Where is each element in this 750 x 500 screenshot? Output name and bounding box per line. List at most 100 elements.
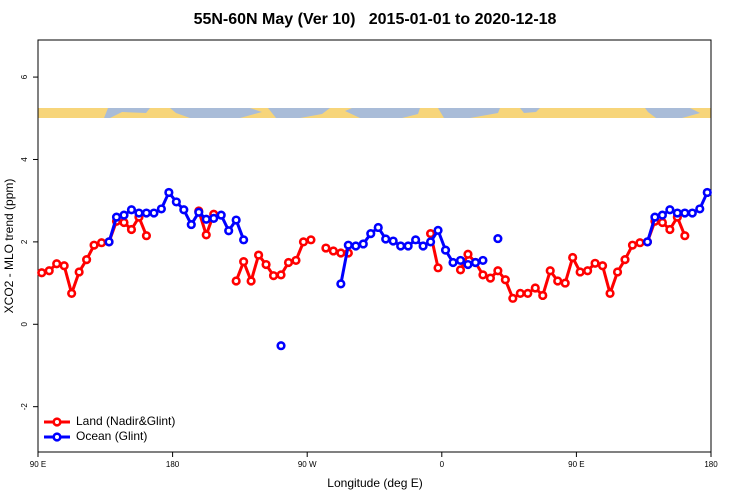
data-point: [246, 276, 256, 286]
data-point: [493, 233, 503, 244]
legend-label: Ocean (Glint): [76, 429, 147, 443]
data-point: [149, 208, 159, 218]
data-point: [530, 283, 540, 293]
data-point: [44, 266, 54, 276]
legend-marker: [52, 417, 62, 427]
y-tick-label: 6: [20, 74, 29, 79]
data-point: [665, 205, 675, 215]
x-tick-label: 90 E: [30, 460, 46, 469]
data-point: [425, 237, 436, 247]
data-point: [478, 255, 488, 266]
data-point: [59, 261, 69, 271]
data-point: [201, 214, 211, 224]
data-point: [425, 229, 436, 239]
data-point: [665, 224, 675, 235]
data-point: [575, 267, 585, 277]
data-point: [261, 259, 271, 270]
data-point: [642, 237, 653, 247]
data-point: [597, 261, 608, 271]
data-point: [231, 276, 241, 286]
data-point: [231, 215, 241, 225]
x-tick-label: 90 W: [298, 460, 317, 469]
data-point: [96, 238, 107, 248]
legend-marker: [52, 432, 62, 442]
data-point: [470, 257, 481, 268]
data-point: [306, 235, 316, 245]
data-point: [523, 288, 533, 298]
data-point: [126, 205, 137, 215]
data-point: [37, 268, 47, 278]
data-point: [388, 236, 398, 246]
legend-label: Land (Nadir&Glint): [76, 414, 175, 428]
data-point: [635, 238, 645, 248]
data-point: [216, 210, 226, 220]
data-point: [411, 235, 421, 245]
x-tick-label: 0: [440, 460, 445, 469]
data-point: [67, 288, 77, 298]
data-point: [695, 204, 705, 214]
data-point: [650, 212, 660, 222]
data-point: [82, 254, 92, 265]
data-point: [403, 241, 413, 251]
data-point: [179, 205, 189, 215]
data-point: [463, 259, 473, 270]
data-point: [568, 252, 578, 263]
data-point: [336, 279, 346, 289]
data-point: [396, 241, 406, 251]
x-tick-label: 180: [166, 460, 180, 469]
data-point: [478, 270, 488, 280]
map-strip: [38, 108, 711, 118]
data-point: [239, 235, 249, 245]
data-point: [680, 208, 690, 218]
data-point: [224, 226, 234, 236]
data-point: [89, 240, 99, 250]
plot-frame: [37, 39, 712, 453]
data-point: [680, 231, 690, 241]
data-point: [605, 288, 615, 298]
data-point: [485, 273, 496, 283]
data-point: [508, 293, 518, 303]
data-point: [560, 278, 570, 288]
data-point: [702, 187, 712, 198]
chart-title: 55N-60N May (Ver 10) 2015-01-01 to 2020-…: [194, 11, 557, 28]
data-point: [590, 258, 600, 268]
data-point: [545, 266, 555, 276]
y-tick-label: 0: [20, 322, 29, 327]
data-point: [381, 234, 391, 244]
data-point: [500, 275, 510, 285]
y-tick-label: 2: [20, 239, 29, 244]
data-point: [343, 240, 353, 250]
data-point: [366, 229, 376, 239]
data-point: [283, 257, 294, 268]
x-tick-label: 90 E: [568, 460, 584, 469]
data-point: [164, 187, 174, 198]
data-point: [373, 222, 383, 233]
data-point: [119, 217, 129, 228]
data-point: [440, 245, 451, 255]
data-point: [553, 276, 563, 286]
data-point: [104, 237, 114, 247]
data-point: [672, 208, 682, 218]
data-point: [126, 224, 137, 235]
data-point: [111, 212, 122, 222]
data-point: [687, 208, 697, 218]
data-point: [186, 219, 196, 230]
data-point: [74, 267, 84, 277]
data-point: [134, 208, 144, 218]
data-point: [253, 250, 264, 260]
data-point: [291, 255, 301, 266]
data-point: [433, 263, 443, 273]
data-point: [268, 271, 279, 281]
data-point: [515, 288, 525, 298]
y-axis-label: XCO2 - MLO trend (ppm): [2, 179, 16, 314]
data-point: [321, 243, 331, 253]
data-point: [298, 237, 309, 247]
data-point: [538, 290, 548, 301]
data-point: [620, 254, 630, 265]
data-point: [657, 217, 667, 228]
data-point: [336, 248, 346, 258]
data-point: [418, 241, 428, 251]
data-point: [433, 225, 443, 235]
